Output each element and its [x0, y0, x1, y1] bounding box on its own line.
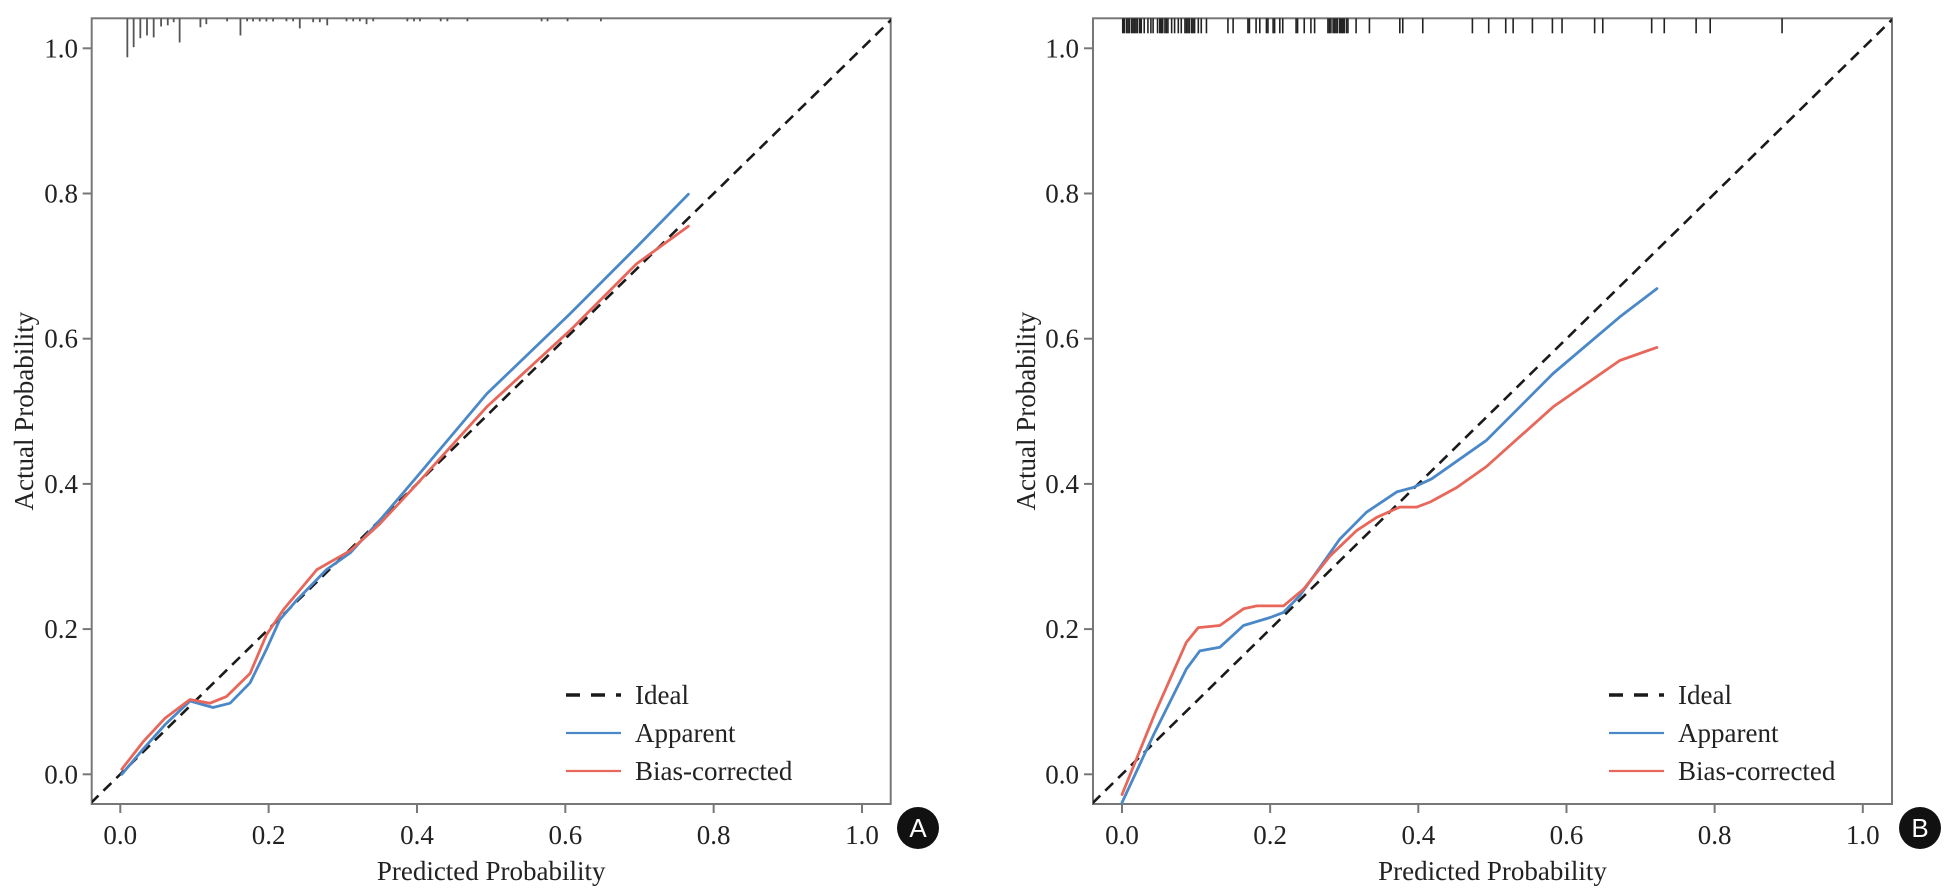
panel-badge-label: B — [1911, 813, 1928, 843]
y-tick-label: 0.4 — [44, 469, 78, 499]
series-line-ideal — [1093, 18, 1892, 804]
x-tick-label: 0.6 — [1550, 820, 1584, 850]
series-group — [1093, 18, 1892, 804]
y-tick-label: 0.8 — [1045, 179, 1079, 209]
y-tick-label: 0.2 — [1045, 614, 1079, 644]
panel-badge — [1899, 807, 1941, 849]
plot-frame — [1092, 17, 1893, 806]
legend-label: Bias-corrected — [635, 756, 793, 786]
panel-badge — [897, 807, 939, 849]
y-tick-label: 1.0 — [44, 33, 78, 63]
x-axis-title: Predicted Probability — [377, 856, 606, 886]
y-tick-label: 0.8 — [44, 179, 78, 209]
y-tick-label: 1.0 — [1045, 33, 1079, 63]
x-tick-label: 1.0 — [845, 820, 879, 850]
y-tick-label: 0.4 — [1045, 469, 1079, 499]
legend-label: Ideal — [1678, 680, 1732, 710]
x-tick-label: 0.6 — [548, 820, 582, 850]
x-tick-label: 1.0 — [1846, 820, 1880, 850]
panel-b: 0.0 0.2 0.4 0.6 0.8 1.0 0.0 0.2 0.4 0.6 0.8 1.0 Pred… — [1011, 17, 1941, 886]
x-tick-label: 0.4 — [1401, 820, 1435, 850]
x-axis-title: Predicted Probability — [1378, 856, 1607, 886]
x-tick-label: 0.8 — [697, 820, 731, 850]
legend-label: Ideal — [635, 680, 689, 710]
y-axis-title: Actual Probability — [1011, 311, 1041, 510]
plot-frame — [90, 17, 892, 806]
legend: Ideal Apparent Bias-corrected — [1609, 680, 1836, 786]
x-tick-label: 0.0 — [103, 820, 137, 850]
panel-a: 0.0 0.2 0.4 0.6 0.8 1.0 0.0 0.2 0.4 0.6 0.8 1.0 Pred… — [9, 17, 939, 886]
y-axis-title: Actual Probability — [9, 311, 39, 510]
legend-label: Apparent — [635, 718, 736, 748]
series-line-apparent — [1120, 287, 1659, 804]
y-tick-label: 0.6 — [44, 324, 78, 354]
y-tick-label: 0.0 — [44, 759, 78, 789]
legend-label: Apparent — [1678, 718, 1779, 748]
x-tick-label: 0.4 — [400, 820, 434, 850]
series-line-bias-corrected — [1120, 345, 1659, 796]
y-tick-label: 0.6 — [1045, 324, 1079, 354]
x-tick-label: 0.0 — [1105, 820, 1139, 850]
series-line-ideal — [92, 18, 891, 804]
y-tick-label: 0.0 — [1045, 759, 1079, 789]
series-group — [92, 18, 891, 804]
y-tick-label: 0.2 — [44, 614, 78, 644]
panel-badge-label: A — [909, 813, 927, 843]
series-line-bias-corrected — [120, 224, 690, 771]
legend: Ideal Apparent Bias-corrected — [566, 680, 793, 786]
x-tick-label: 0.2 — [1253, 820, 1287, 850]
x-tick-label: 0.2 — [252, 820, 286, 850]
legend-label: Bias-corrected — [1678, 756, 1836, 786]
series-line-apparent — [120, 192, 690, 776]
x-tick-label: 0.8 — [1698, 820, 1732, 850]
